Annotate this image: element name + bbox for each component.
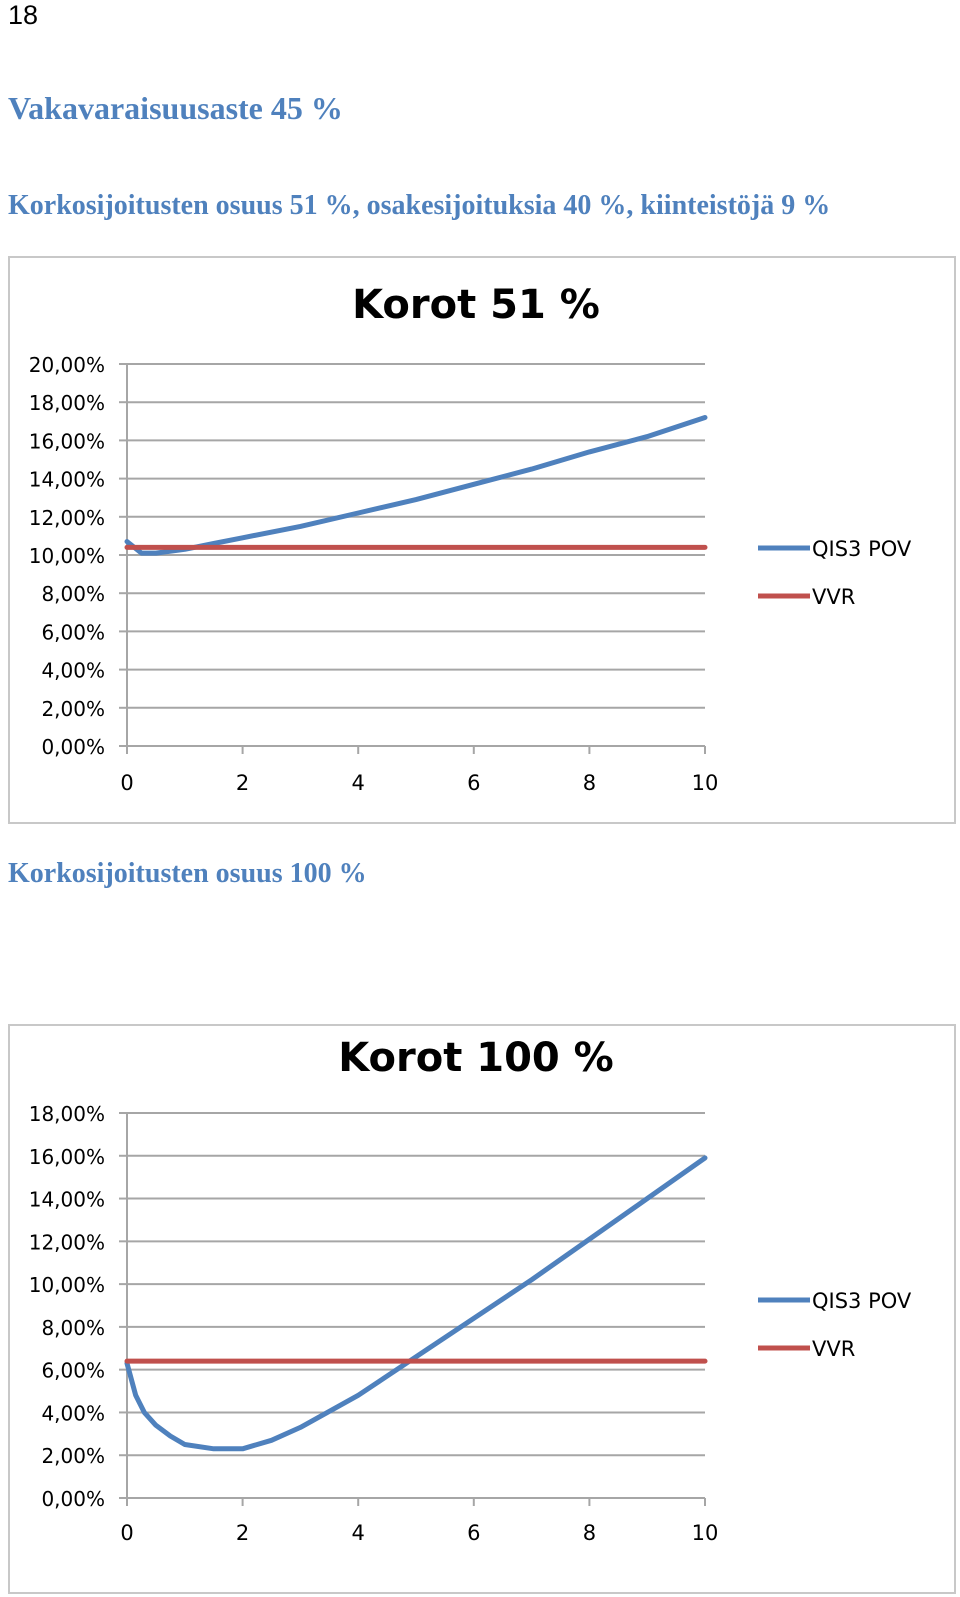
legend-label: QIS3 POV (812, 1289, 912, 1313)
x-tick-label: 2 (236, 771, 249, 795)
subheading-allocation-51: Korkosijoitusten osuus 51 %, osakesijoit… (8, 190, 831, 221)
legend-label: VVR (812, 1337, 855, 1361)
y-tick-label: 18,00% (29, 1102, 105, 1126)
chart-korot-100: Korot 100 % 0,00% 2,00% 4,00% 6,00% 8,00% 10,0… (29, 1035, 912, 1545)
section-heading: Vakavaraisuusaste 45 % (8, 90, 343, 126)
x-tick-label: 4 (352, 771, 365, 795)
y-tick-label: 0,00% (41, 735, 105, 759)
y-tick-label: 10,00% (29, 544, 105, 568)
y-tick-label: 18,00% (29, 391, 105, 415)
x-tick-label: 8 (583, 1521, 596, 1545)
series-line-qis3-pov (124, 415, 708, 556)
x-tick-label: 8 (583, 771, 596, 795)
x-tick-label: 10 (692, 1521, 719, 1545)
chart-container-korot-100: Korot 100 % 0,00% 2,00% 4,00% 6,00% 8,00% 10,0… (8, 1024, 956, 1594)
y-tick-label: 6,00% (41, 1359, 105, 1383)
y-tick-label: 20,00% (29, 353, 105, 377)
subheading-allocation-100: Korkosijoitusten osuus 100 % (8, 858, 367, 889)
legend-label: VVR (812, 585, 855, 609)
x-tick-label: 10 (692, 771, 719, 795)
y-tick-label: 4,00% (41, 659, 105, 683)
y-tick-label: 6,00% (41, 620, 105, 644)
chart-korot-51: Korot 51 % 0,00% 2,00% 4,00% 6,00% 8,00% 10,00… (29, 282, 912, 795)
x-tick-label: 0 (120, 1521, 133, 1545)
y-tick-label: 8,00% (41, 582, 105, 606)
x-tick-label: 4 (352, 1521, 365, 1545)
y-tick-label: 12,00% (29, 506, 105, 530)
y-tick-label: 2,00% (41, 697, 105, 721)
y-tick-label: 10,00% (29, 1273, 105, 1297)
y-tick-label: 2,00% (41, 1444, 105, 1468)
chart-title: Korot 51 % (352, 282, 600, 328)
y-tick-label: 14,00% (29, 1188, 105, 1212)
page-number: 18 (8, 0, 39, 30)
legend-label: QIS3 POV (812, 537, 912, 561)
x-tick-label: 2 (236, 1521, 249, 1545)
y-tick-label: 14,00% (29, 468, 105, 492)
series-line-qis3-pov (124, 1155, 708, 1452)
y-tick-label: 8,00% (41, 1316, 105, 1340)
y-tick-label: 16,00% (29, 1145, 105, 1169)
chart-title: Korot 100 % (338, 1035, 614, 1081)
y-tick-label: 16,00% (29, 429, 105, 453)
chart-container-korot-51: Korot 51 % 0,00% 2,00% 4,00% 6,00% 8,00% 10,00… (8, 256, 956, 824)
y-tick-label: 4,00% (41, 1401, 105, 1425)
x-tick-label: 0 (120, 771, 133, 795)
x-tick-label: 6 (467, 1521, 480, 1545)
y-tick-label: 12,00% (29, 1230, 105, 1254)
y-tick-label: 0,00% (41, 1487, 105, 1511)
x-tick-label: 6 (467, 771, 480, 795)
